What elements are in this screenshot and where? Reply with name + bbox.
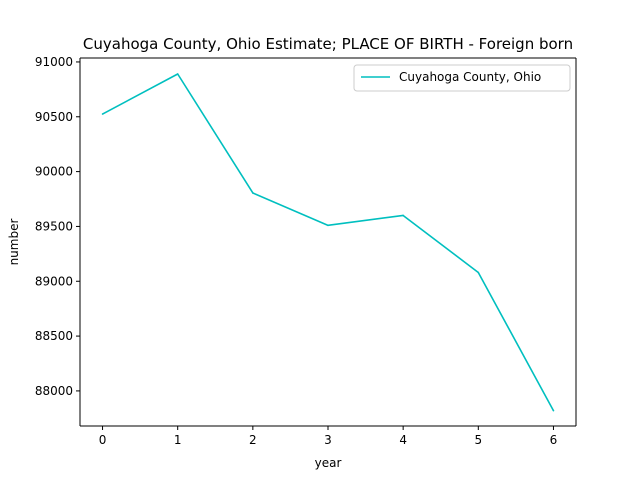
data-point [477, 271, 480, 274]
y-tick-label: 88500 [35, 329, 73, 343]
y-tick-label: 88000 [35, 384, 73, 398]
x-tick-label: 6 [550, 433, 558, 447]
data-point [552, 409, 555, 412]
x-tick-label: 1 [174, 433, 182, 447]
x-axis-ticks: 0 1 2 3 4 5 6 [99, 426, 558, 447]
y-tick-label: 90500 [35, 110, 73, 124]
data-point [101, 113, 104, 115]
legend: Cuyahoga County, Ohio [353, 64, 571, 92]
y-tick-label: 89500 [35, 219, 73, 233]
plot-area [80, 58, 576, 426]
y-axis-label: number [7, 219, 21, 266]
data-point [327, 224, 329, 227]
x-axis-label: year [315, 456, 342, 470]
y-tick-label: 90000 [35, 165, 73, 179]
legend-label: Cuyahoga County, Ohio [399, 70, 541, 84]
x-tick-label: 2 [249, 433, 257, 447]
y-tick-label: 89000 [35, 274, 73, 288]
series-layer [101, 73, 555, 412]
y-axis-ticks: 88000 88500 89000 89500 90000 90500 91000 [35, 55, 80, 398]
data-point [176, 73, 179, 75]
x-tick-label: 5 [474, 433, 482, 447]
data-point [252, 192, 254, 194]
x-tick-label: 3 [324, 433, 332, 447]
data-point [402, 214, 404, 217]
axes-frame [79, 57, 577, 427]
x-tick-label: 4 [399, 433, 407, 447]
chart-title: Cuyahoga County, Ohio Estimate; PLACE OF… [83, 35, 573, 53]
x-tick-label: 0 [99, 433, 107, 447]
y-tick-label: 91000 [35, 55, 73, 69]
legend-box [353, 64, 571, 92]
